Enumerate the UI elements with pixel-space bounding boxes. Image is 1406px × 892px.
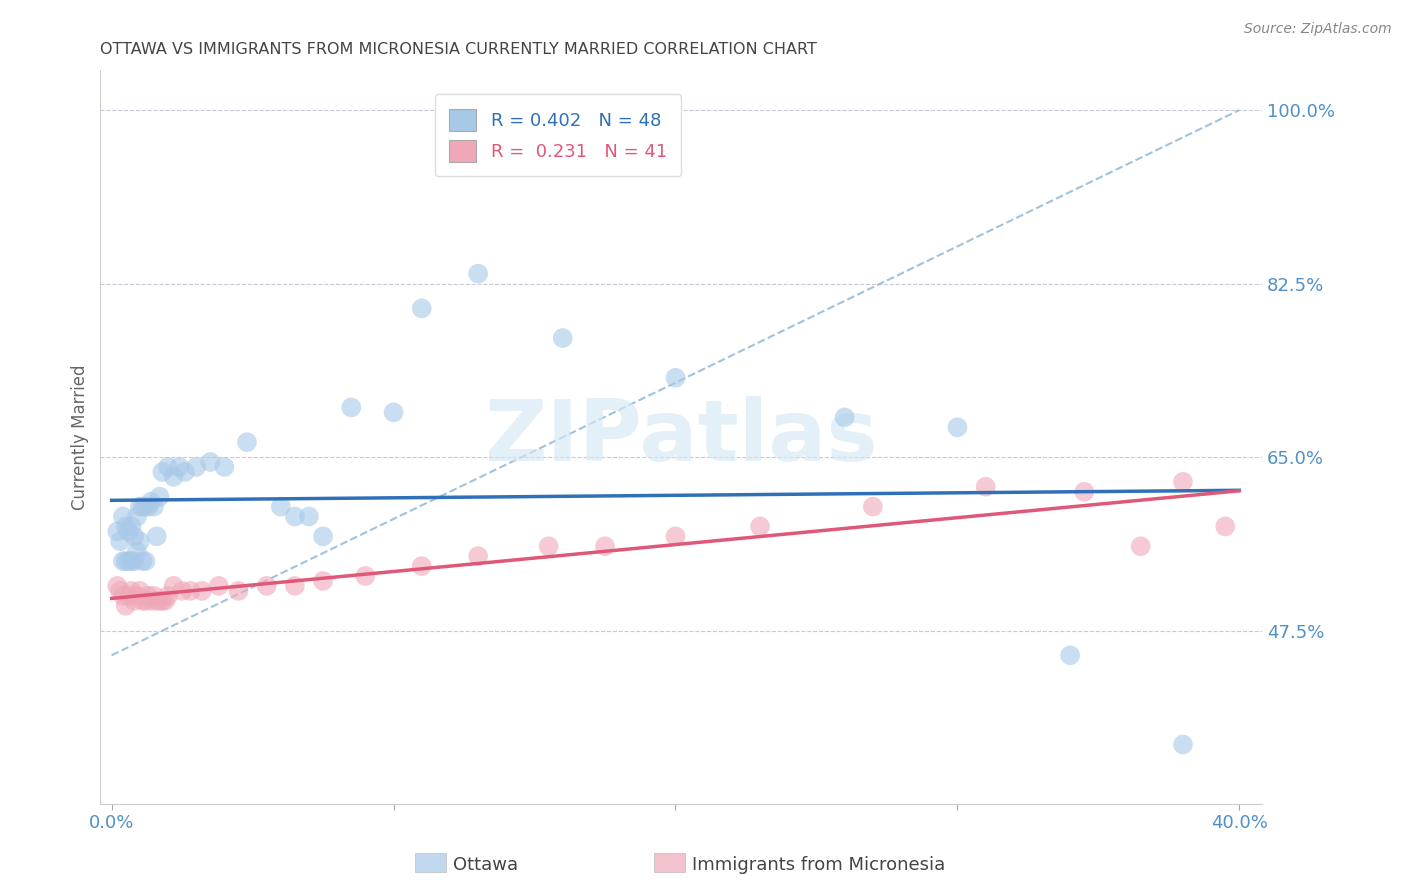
Point: [142, 589, 165, 603]
Point: [120, 554, 142, 568]
Point: [1129, 539, 1152, 553]
Point: [236, 435, 259, 450]
Point: [974, 480, 997, 494]
Point: [128, 583, 150, 598]
Point: [411, 301, 433, 316]
Text: ZIPatlas: ZIPatlas: [484, 396, 877, 479]
Point: [122, 529, 145, 543]
Point: [153, 594, 176, 608]
Point: [131, 594, 153, 608]
Point: [354, 569, 377, 583]
Point: [117, 524, 139, 539]
Point: [136, 500, 159, 514]
Point: [1059, 648, 1081, 663]
Point: [148, 490, 170, 504]
Point: [117, 554, 139, 568]
Point: [537, 539, 560, 553]
Text: OTTAWA VS IMMIGRANTS FROM MICRONESIA CURRENTLY MARRIED CORRELATION CHART: OTTAWA VS IMMIGRANTS FROM MICRONESIA CUR…: [100, 42, 817, 57]
Point: [174, 465, 197, 479]
Point: [134, 554, 156, 568]
Point: [208, 579, 231, 593]
Point: [105, 524, 128, 539]
Point: [105, 579, 128, 593]
Point: [312, 529, 335, 543]
Point: [228, 583, 250, 598]
Point: [284, 579, 307, 593]
Point: [148, 594, 170, 608]
Point: [186, 459, 208, 474]
Point: [108, 534, 131, 549]
Y-axis label: Currently Married: Currently Married: [72, 365, 89, 510]
Point: [128, 500, 150, 514]
Point: [172, 583, 194, 598]
Point: [150, 465, 173, 479]
Point: [749, 519, 772, 533]
Point: [163, 470, 186, 484]
Point: [664, 370, 686, 384]
Point: [131, 554, 153, 568]
Point: [145, 529, 167, 543]
Point: [125, 544, 148, 558]
Point: [551, 331, 574, 345]
Point: [142, 500, 165, 514]
Text: Immigrants from Micronesia: Immigrants from Micronesia: [692, 856, 945, 874]
Point: [834, 410, 856, 425]
Point: [1213, 519, 1236, 533]
Point: [111, 589, 134, 603]
Point: [284, 509, 307, 524]
Point: [191, 583, 214, 598]
Point: [122, 554, 145, 568]
Point: [169, 459, 191, 474]
Point: [163, 579, 186, 593]
Point: [382, 405, 405, 419]
Point: [946, 420, 969, 434]
Point: [467, 549, 489, 563]
Legend: R = 0.402   N = 48, R =  0.231   N = 41: R = 0.402 N = 48, R = 0.231 N = 41: [434, 95, 682, 176]
Point: [270, 500, 292, 514]
Point: [156, 459, 179, 474]
Point: [150, 594, 173, 608]
Point: [125, 589, 148, 603]
Point: [180, 583, 202, 598]
Point: [114, 599, 136, 613]
Point: [156, 589, 179, 603]
Point: [131, 500, 153, 514]
Point: [139, 594, 162, 608]
Text: Source: ZipAtlas.com: Source: ZipAtlas.com: [1244, 22, 1392, 37]
Point: [128, 534, 150, 549]
Point: [862, 500, 884, 514]
Point: [1073, 484, 1095, 499]
Point: [114, 519, 136, 533]
Point: [111, 554, 134, 568]
Point: [120, 519, 142, 533]
Point: [256, 579, 278, 593]
Point: [111, 509, 134, 524]
Text: Ottawa: Ottawa: [453, 856, 517, 874]
Point: [467, 267, 489, 281]
Point: [125, 509, 148, 524]
Point: [120, 583, 142, 598]
Point: [664, 529, 686, 543]
Point: [312, 574, 335, 588]
Point: [108, 583, 131, 598]
Point: [134, 500, 156, 514]
Point: [122, 594, 145, 608]
Point: [340, 401, 363, 415]
Point: [136, 589, 159, 603]
Point: [298, 509, 321, 524]
Point: [134, 594, 156, 608]
Point: [200, 455, 222, 469]
Point: [593, 539, 616, 553]
Point: [1171, 738, 1194, 752]
Point: [1171, 475, 1194, 489]
Point: [145, 594, 167, 608]
Point: [411, 559, 433, 574]
Point: [214, 459, 236, 474]
Point: [139, 494, 162, 508]
Point: [117, 589, 139, 603]
Point: [114, 554, 136, 568]
